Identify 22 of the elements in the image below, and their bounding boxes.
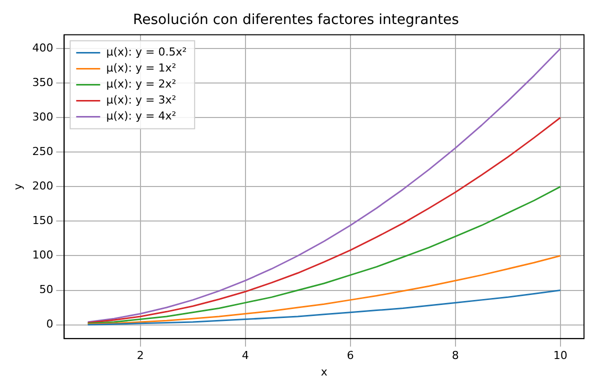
x-tick-label: 10 <box>553 349 568 362</box>
x-axis-title: x <box>320 365 328 378</box>
legend-label: μ(x): y = 2x² <box>106 78 176 91</box>
legend-label: μ(x): y = 0.5x² <box>106 46 187 59</box>
y-tick-label: 300 <box>32 110 54 124</box>
y-tick-label: 400 <box>32 41 54 54</box>
y-tick-label: 200 <box>32 180 54 193</box>
y-tick-label: 250 <box>32 145 54 158</box>
y-tick-label: 100 <box>32 248 54 262</box>
y-axis-title: y <box>11 182 24 190</box>
y-tick-label: 150 <box>32 214 54 228</box>
chart-title: Resolución con diferentes factores integrantes <box>133 12 459 28</box>
y-tick-label: 0 <box>46 318 54 331</box>
legend-label: μ(x): y = 4x² <box>106 110 176 123</box>
y-tick-label: 50 <box>39 283 54 296</box>
x-tick-label: 2 <box>136 349 144 362</box>
legend-label: μ(x): y = 3x² <box>106 94 176 107</box>
x-tick-label: 8 <box>452 349 459 362</box>
y-tick-label: 350 <box>32 76 54 89</box>
x-tick-label: 4 <box>242 349 249 362</box>
legend-label: μ(x): y = 1x² <box>106 62 176 75</box>
x-tick-label: 6 <box>346 349 354 362</box>
